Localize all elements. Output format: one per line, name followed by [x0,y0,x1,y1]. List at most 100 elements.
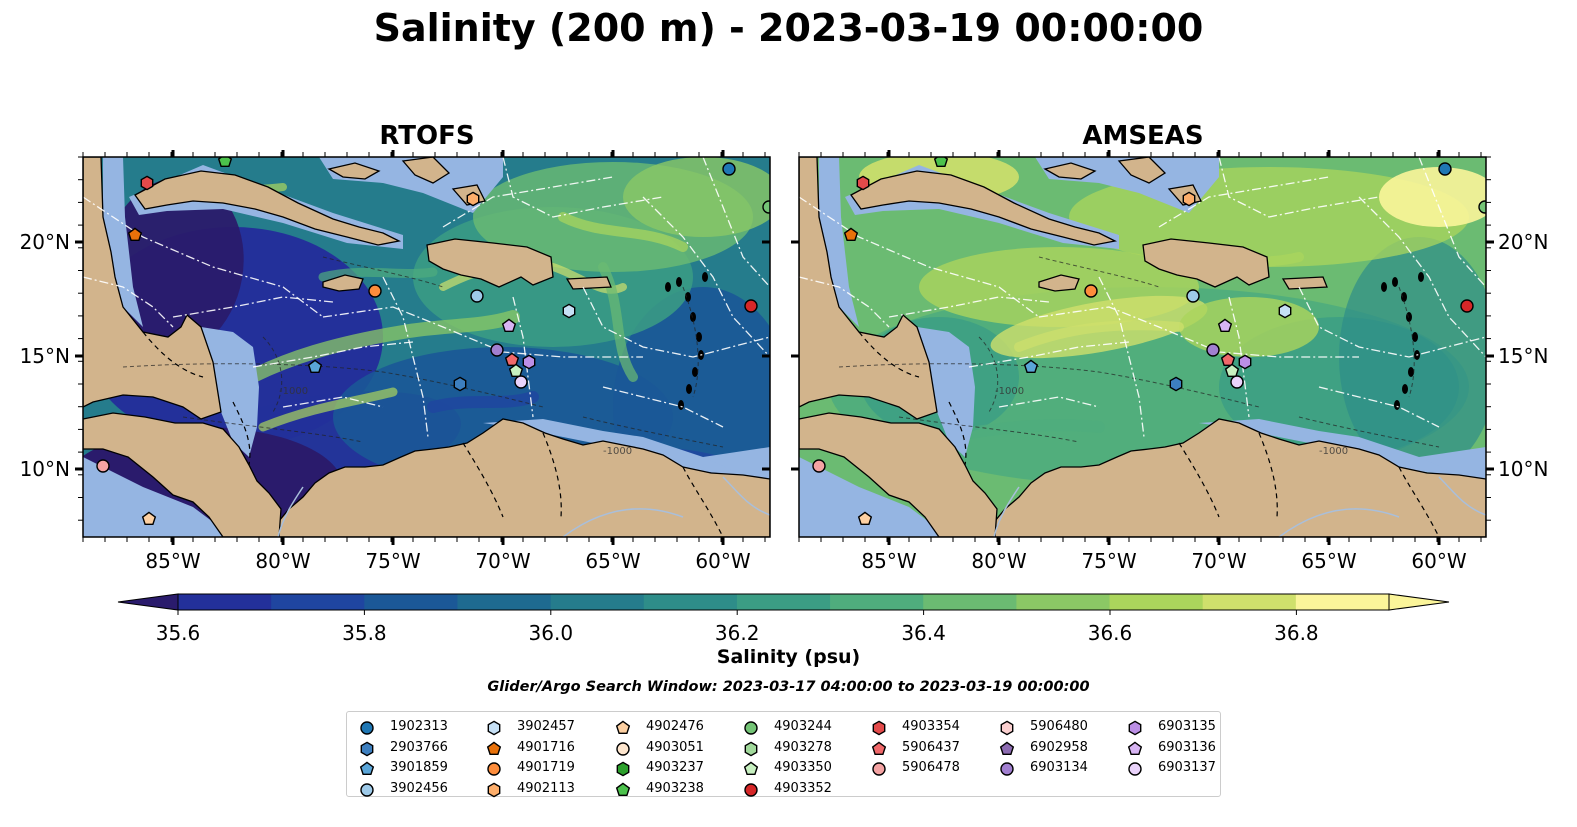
legend-hexagon-icon [487,720,501,736]
shelf-pacific [83,457,233,537]
depth-contour [182,416,364,443]
float-4903352-marker [744,299,758,313]
float-1902313-marker [722,162,736,176]
legend-marker-icon [872,720,886,736]
land-bahamas1 [327,162,381,180]
legend-float-id: 3902456 [390,780,448,796]
legend-marker-icon [872,762,886,776]
eez-boundary [502,157,664,218]
amseas-lon-label: 75°W [1081,549,1136,573]
salinity-filament [427,391,539,413]
legend-float-id: 2903766 [390,739,448,755]
legend-marker-icon [744,721,758,735]
float-5906478-marker [812,459,826,473]
river [1438,476,1486,516]
colorbar-segment [736,594,831,610]
rtofs-lon-label: 80°W [255,549,310,573]
colorbar-segment [1202,594,1297,610]
river [993,486,1020,537]
legend-marker-icon [744,741,758,756]
legend-float-id: 4903354 [902,719,960,734]
float-4902476-marker [857,511,873,525]
colorbar-tick-label: 36.0 [529,621,574,645]
legend-float-id: 5906478 [902,760,960,775]
legend-hexagon-icon [1000,720,1014,736]
island [1392,277,1398,287]
colorbar-segment [1016,594,1111,610]
eez-boundary [702,157,770,288]
float-3902457-marker [1278,303,1292,319]
float-5906478-marker [96,459,110,473]
colorbar-segment [271,594,365,610]
amseas-map: -1000 -1000 [799,157,1486,537]
depth-contour [322,256,444,288]
amseas-panel-title: AMSEAS [1082,121,1204,151]
salinity-field-patch [1179,297,1319,357]
float-4903354-marker [856,175,870,191]
colorbar-segment [1109,594,1204,610]
island [696,332,702,342]
legend-float-id: 4902476 [646,719,704,734]
eez-boundary [968,341,1130,368]
float-6903136-marker [501,318,517,333]
depth-contour [1298,416,1440,448]
legend-circle-icon [487,762,501,776]
legend-marker-icon [615,782,631,796]
amseas-map-frame [798,156,1487,538]
figure-title: Salinity (200 m) - 2023-03-19 00:00:00 [373,6,1204,50]
contour-label: -1000 [603,446,632,457]
island [690,312,696,322]
salinity-filament [226,310,520,394]
float-4902113-marker [466,191,480,207]
float-1902313-marker [1438,162,1452,176]
rtofs-map-frame [82,156,771,538]
legend-marker-icon [871,741,887,755]
legend-hexagon-icon [616,761,630,777]
float-3901859-marker [307,359,323,374]
contour-label: -1000 [995,386,1024,397]
float-4903238-marker [933,157,949,168]
float-5906437-marker [1220,352,1236,367]
float-6903137-marker [514,375,528,389]
legend-marker-icon [360,721,374,735]
river [722,476,770,516]
legend-pentagon-icon [615,720,631,735]
eez-boundary [582,286,770,358]
float-6903136-marker [1217,318,1233,333]
country-border [682,466,724,537]
float-4903352-marker [1460,299,1474,313]
legend-pentagon-icon [359,761,375,776]
colorbar-tick-label: 36.6 [1088,621,1133,645]
float-4901719-marker [1084,284,1098,298]
land-hispaniola [1142,238,1270,288]
eez-boundary [252,341,414,368]
float-2903766-marker [453,376,467,392]
float-4903238-marker [217,157,233,168]
eez-boundary [799,196,1040,318]
rtofs-lon-label: 60°W [695,549,750,573]
legend-marker-icon [487,720,501,736]
legend-float-id: 5906480 [1030,719,1088,734]
land-mexico [799,157,938,420]
legend-circle-icon [616,741,630,756]
legend-marker-icon [360,741,374,756]
eez-boundary [799,276,890,328]
float-3902457-marker [562,303,576,319]
legend-float-id: 4903238 [646,780,704,796]
colorbar-max-extension [1388,593,1450,611]
legend-float-id: 4903237 [646,760,704,775]
river [1278,508,1400,537]
legend-float-id: 4903352 [774,780,832,796]
eez-boundary [382,276,429,438]
shelf-hondNic [201,327,259,457]
salinity-field-patch [1379,167,1486,227]
salinity-filament [1014,320,1184,352]
float-4903354-marker [140,175,154,191]
colorbar-tick-label: 35.8 [342,621,387,645]
eez-boundary [888,296,1050,318]
rtofs-lon-label: 70°W [475,549,530,573]
colorbar-segment [1295,594,1390,610]
land-mexico [83,157,222,420]
rtofs-lon-label: 65°W [585,549,640,573]
depth-contour [898,416,1080,443]
